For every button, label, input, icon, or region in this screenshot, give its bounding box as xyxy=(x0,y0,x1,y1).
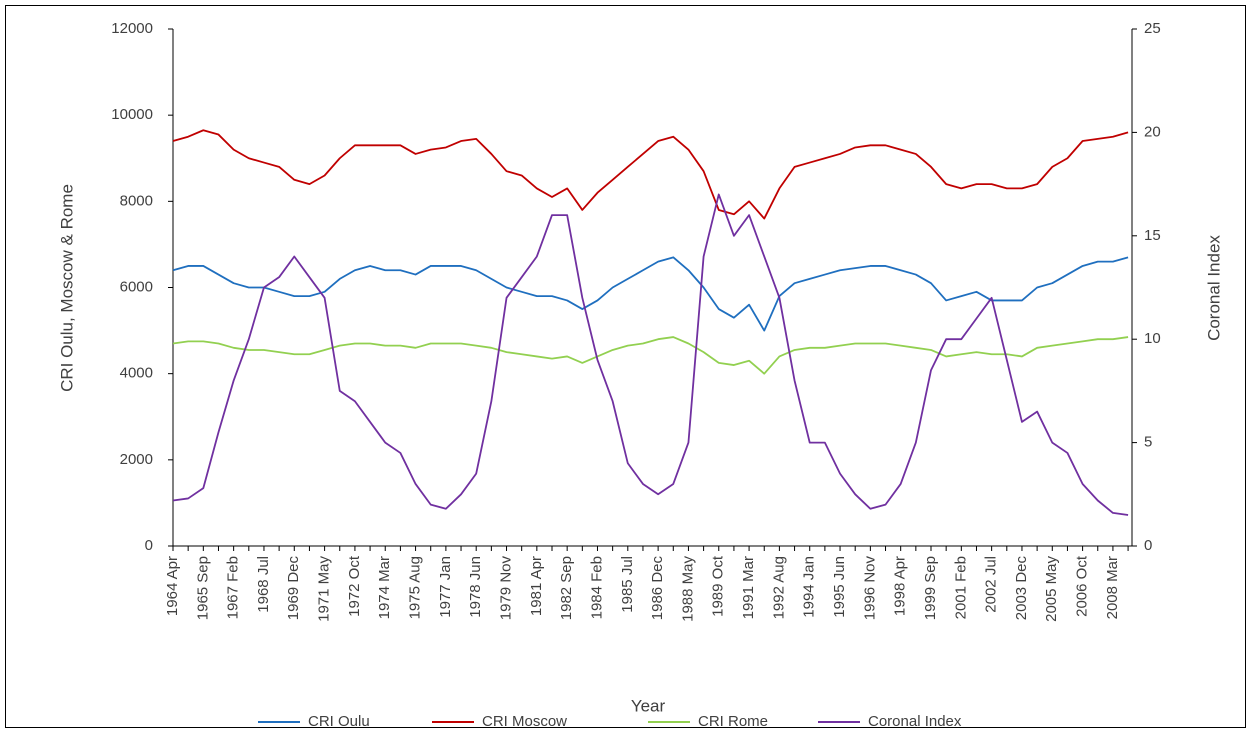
x-tick-label: 1967 Feb xyxy=(225,556,242,619)
x-tick-label: 2006 Oct xyxy=(1074,555,1091,617)
y-tick-label: 0 xyxy=(145,537,153,554)
series-line xyxy=(172,256,1129,332)
y2-tick-label: 10 xyxy=(1144,330,1161,347)
x-tick-label: 1979 Nov xyxy=(497,556,514,621)
y-tick-label: 10000 xyxy=(111,106,153,123)
x-tick-label: 1974 Mar xyxy=(376,556,393,619)
x-tick-label: 1972 Oct xyxy=(346,555,363,617)
y-tick-label: 4000 xyxy=(120,365,153,382)
x-tick-label: 2002 Jul xyxy=(983,556,1000,613)
legend-label: CRI Moscow xyxy=(482,713,567,730)
x-tick-label: 1985 Jul xyxy=(619,556,636,613)
y-tick-label: 8000 xyxy=(120,192,153,209)
legend-label: CRI Oulu xyxy=(308,713,370,730)
y2-tick-label: 25 xyxy=(1144,20,1161,37)
x-tick-label: 1998 Apr xyxy=(892,556,909,616)
x-tick-label: 1977 Jan xyxy=(437,556,454,618)
y-tick-label: 12000 xyxy=(111,20,153,37)
x-tick-label: 1968 Jul xyxy=(255,556,272,613)
x-tick-label: 1988 May xyxy=(679,556,696,622)
x-tick-label: 1996 Nov xyxy=(861,556,878,621)
x-tick-label: 2001 Feb xyxy=(952,556,969,619)
y-tick-label: 6000 xyxy=(120,278,153,295)
x-axis-title: Year xyxy=(631,696,666,715)
y-axis-title: CRI Oulu, Moscow & Rome xyxy=(57,184,76,392)
x-tick-label: 1964 Apr xyxy=(164,556,181,616)
y2-tick-label: 20 xyxy=(1144,123,1161,140)
x-tick-label: 1975 Aug xyxy=(407,556,424,619)
legend-label: CRI Rome xyxy=(698,713,768,730)
series-line xyxy=(172,129,1129,220)
x-tick-label: 1994 Jan xyxy=(801,556,818,618)
legend-label: Coronal Index xyxy=(868,713,962,730)
x-tick-label: 1986 Dec xyxy=(649,556,666,621)
x-tick-label: 1991 Mar xyxy=(740,556,757,619)
chart-border xyxy=(5,5,1246,728)
x-tick-label: 1971 May xyxy=(316,556,333,622)
x-tick-label: 1989 Oct xyxy=(710,555,727,617)
x-tick-label: 1999 Sep xyxy=(922,556,939,620)
series-line xyxy=(172,336,1129,375)
x-tick-label: 1965 Sep xyxy=(194,556,211,620)
y-tick-label: 2000 xyxy=(120,451,153,468)
x-tick-label: 1995 Jun xyxy=(831,556,848,618)
series-line xyxy=(172,193,1129,516)
x-tick-label: 1982 Sep xyxy=(558,556,575,620)
x-tick-label: 2003 Dec xyxy=(1013,556,1030,621)
y2-tick-label: 15 xyxy=(1144,227,1161,244)
x-tick-label: 2005 May xyxy=(1043,556,1060,622)
y2-tick-label: 5 xyxy=(1144,434,1152,451)
y2-tick-label: 0 xyxy=(1144,537,1152,554)
y2-axis-title: Coronal Index xyxy=(1204,235,1223,341)
x-tick-label: 1978 Jun xyxy=(467,556,484,618)
x-tick-label: 1981 Apr xyxy=(528,556,545,616)
x-tick-label: 1984 Feb xyxy=(588,556,605,619)
x-tick-label: 2008 Mar xyxy=(1104,556,1121,619)
x-tick-label: 1969 Dec xyxy=(285,556,302,621)
x-tick-label: 1992 Aug xyxy=(770,556,787,619)
